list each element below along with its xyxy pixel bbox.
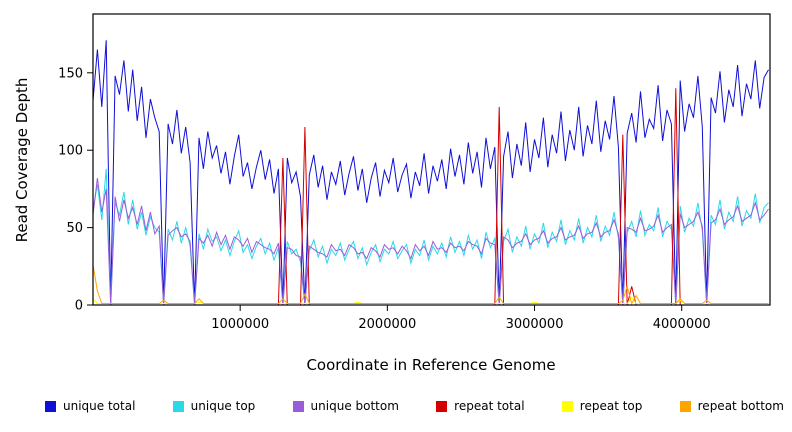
repeat-bottom-swatch-icon [679,400,691,412]
legend-item-unique-top: unique top [172,399,256,413]
unique-total-swatch-icon [45,400,56,412]
legend-item-unique-total: unique total [45,399,135,413]
svg-text:3000000: 3000000 [506,317,564,332]
legend-item-repeat-total: repeat total [436,399,525,413]
svg-text:100: 100 [58,144,83,159]
x-axis-label: Coordinate in Reference Genome [306,356,556,374]
legend-label: unique bottom [310,399,399,413]
legend-item-repeat-top: repeat top [561,399,643,413]
legend-label: repeat top [579,399,643,413]
legend-label: unique top [190,399,256,413]
y-axis-label: Read Coverage Depth [13,77,31,243]
svg-text:0: 0 [75,299,83,314]
repeat-top-swatch-icon [561,400,573,412]
svg-text:150: 150 [58,66,83,81]
legend-label: repeat total [454,399,525,413]
svg-text:2000000: 2000000 [358,317,416,332]
legend: unique total unique top unique bottom re… [45,399,784,413]
svg-text:4000000: 4000000 [653,317,711,332]
legend-item-unique-bottom: unique bottom [292,399,399,413]
legend-label: repeat bottom [697,399,784,413]
unique-top-swatch-icon [172,400,184,412]
repeat-total-swatch-icon [436,400,448,412]
svg-text:1000000: 1000000 [211,317,269,332]
svg-text:50: 50 [66,221,83,236]
legend-label: unique total [63,399,136,413]
plot-area: 1000000 2000000 3000000 4000000 0 50 100 150 [58,13,771,332]
legend-item-repeat-bottom: repeat bottom [679,399,784,413]
unique-bottom-swatch-icon [292,400,304,412]
